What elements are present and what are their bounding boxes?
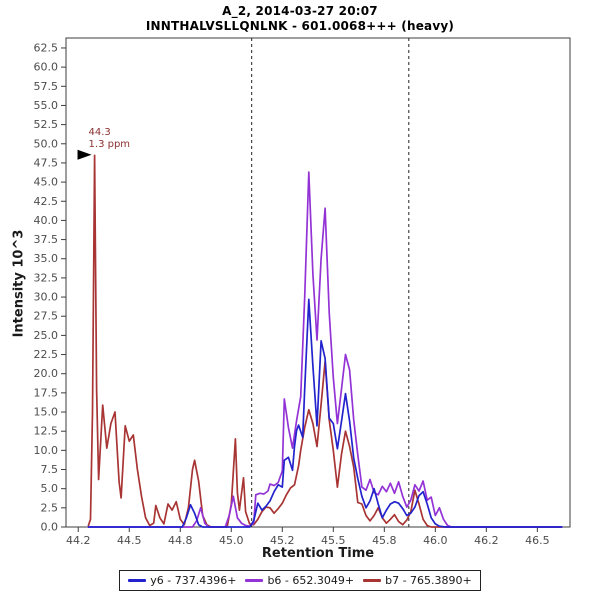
- y-tick-label: 10.0: [34, 444, 59, 457]
- y-tick-label: 50.0: [34, 137, 59, 150]
- x-tick-label: 45.5: [321, 534, 346, 547]
- x-axis-title: Retention Time: [261, 546, 375, 561]
- x-tick-label: 44.5: [117, 534, 142, 547]
- y-axis-title: Intensity 10^3: [11, 229, 27, 338]
- legend-label-y6: y6 - 737.4396+: [150, 574, 237, 587]
- legend-item-b6: b6 - 652.3049+: [245, 574, 354, 587]
- y-tick-label: 7.5: [41, 463, 59, 476]
- y-tick-label: 0.0: [41, 521, 59, 534]
- chart-title: A_2, 2014-03-27 20:07: [222, 4, 378, 18]
- x-tick-label: 46.5: [525, 534, 550, 547]
- y-tick-label: 5.0: [41, 482, 59, 495]
- y-tick-label: 37.5: [34, 233, 59, 246]
- plot-border: [65, 37, 571, 528]
- y-tick-label: 20.0: [34, 367, 59, 380]
- y-tick-label: 22.5: [34, 348, 59, 361]
- y-tick-label: 47.5: [34, 156, 59, 169]
- y-tick-label: 35.0: [34, 252, 59, 265]
- y-tick-label: 17.5: [34, 386, 59, 399]
- series-line-y6: [87, 298, 563, 528]
- legend-box: y6 - 737.4396+ b6 - 652.3049+ b7 - 765.3…: [119, 570, 481, 591]
- peak-ppm-label: 1.3 ppm: [88, 138, 131, 150]
- x-tick-label: 46.0: [423, 534, 448, 547]
- y-tick-label: 62.5: [34, 41, 59, 54]
- y-tick-label: 15.0: [34, 406, 59, 419]
- legend-swatch-b7: [363, 579, 382, 582]
- x-tick-label: 44.8: [168, 534, 193, 547]
- legend-item-b7: b7 - 765.3890+: [363, 574, 472, 587]
- y-tick-label: 32.5: [34, 271, 59, 284]
- x-tick-label: 45.8: [372, 534, 397, 547]
- series-line-b7: [87, 154, 563, 528]
- series-line-b6: [87, 171, 563, 528]
- peak-annotation: 44.3 1.3 ppm: [89, 127, 131, 150]
- x-tick-label: 45.0: [219, 534, 244, 547]
- y-tick-label: 60.0: [34, 61, 59, 74]
- y-tick-label: 25.0: [34, 329, 59, 342]
- y-tick-label: 30.0: [34, 291, 59, 304]
- legend-swatch-b6: [245, 579, 264, 582]
- y-tick-label: 12.5: [34, 425, 59, 438]
- chart-subtitle: INNTHALVSLLQNLNK - 601.0068+++ (heavy): [145, 19, 455, 33]
- x-tick-label: 46.2: [474, 534, 499, 547]
- x-tick-label: 44.2: [66, 534, 91, 547]
- peak-arrow-icon: [77, 149, 92, 160]
- y-tick-label: 27.5: [34, 310, 59, 323]
- y-tick-label: 52.5: [34, 118, 59, 131]
- y-tick-label: 57.5: [34, 80, 59, 93]
- legend-label-b6: b6 - 652.3049+: [267, 574, 355, 587]
- legend-swatch-y6: [128, 579, 147, 582]
- y-tick-label: 55.0: [34, 99, 59, 112]
- legend: y6 - 737.4396+ b6 - 652.3049+ b7 - 765.3…: [0, 570, 600, 591]
- y-tick-label: 2.5: [41, 501, 59, 514]
- legend-label-b7: b7 - 765.3890+: [385, 574, 472, 587]
- peak-rt-label: 44.3: [88, 127, 111, 139]
- y-tick-label: 40.0: [34, 214, 59, 227]
- x-tick-label: 45.2: [270, 534, 295, 547]
- y-tick-label: 42.5: [34, 195, 59, 208]
- y-tick-label: 45.0: [34, 176, 59, 189]
- legend-item-y6: y6 - 737.4396+: [128, 574, 236, 587]
